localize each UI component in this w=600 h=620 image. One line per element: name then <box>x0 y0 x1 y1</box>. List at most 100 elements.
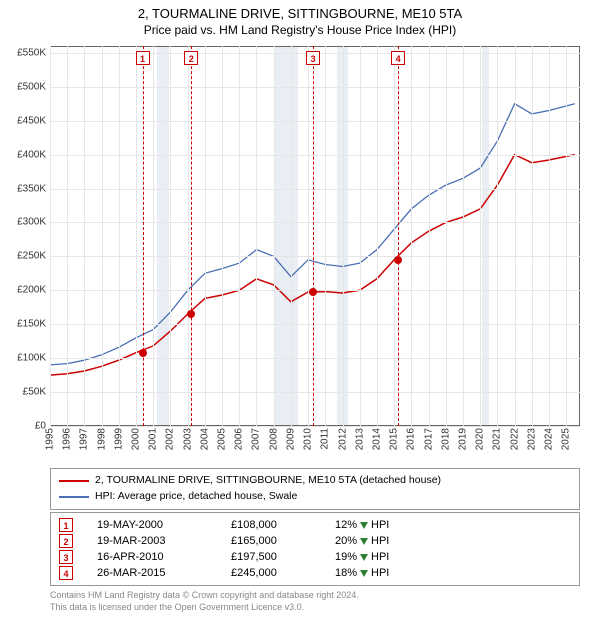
legend-row: 2, TOURMALINE DRIVE, SITTINGBOURNE, ME10… <box>59 473 571 489</box>
title-block: 2, TOURMALINE DRIVE, SITTINGBOURNE, ME10… <box>0 0 600 38</box>
gridline-vertical <box>497 46 498 426</box>
x-axis-label: 2007 <box>251 428 262 450</box>
plot-region: 1 2 3 4 <box>50 46 580 426</box>
x-axis-label: 2020 <box>475 428 486 450</box>
chart-container: 2, TOURMALINE DRIVE, SITTINGBOURNE, ME10… <box>0 0 600 620</box>
sale-row: 3 16-APR-2010 £197,500 19% HPI <box>59 549 571 565</box>
x-axis-label: 2005 <box>217 428 228 450</box>
x-axis-label: 2016 <box>406 428 417 450</box>
gridline-vertical <box>394 46 395 426</box>
y-axis-label: £300K <box>17 217 46 228</box>
x-axis-label: 2010 <box>303 428 314 450</box>
gridline-vertical <box>549 46 550 426</box>
gridline-vertical <box>222 46 223 426</box>
gridline-vertical <box>256 46 257 426</box>
sale-price: £197,500 <box>231 551 311 563</box>
gridline-vertical <box>102 46 103 426</box>
y-axis-label: £450K <box>17 115 46 126</box>
sale-diff-vs: HPI <box>371 551 389 563</box>
y-axis-label: £500K <box>17 81 46 92</box>
sale-price: £165,000 <box>231 535 311 547</box>
gridline-vertical <box>119 46 120 426</box>
y-axis-label: £100K <box>17 353 46 364</box>
y-axis-label: £200K <box>17 285 46 296</box>
sale-vertical-line <box>313 46 314 426</box>
x-axis-label: 2012 <box>337 428 348 450</box>
gridline-vertical <box>308 46 309 426</box>
sale-row: 119-MAY-2000£108,00012%HPI <box>59 517 571 533</box>
sale-dot <box>139 349 147 357</box>
gridline-vertical <box>205 46 206 426</box>
sale-diff-vs: HPI <box>371 535 389 547</box>
x-axis-label: 2000 <box>131 428 142 450</box>
gridline-vertical <box>50 46 51 426</box>
sale-diff: 12% HPI <box>335 519 425 531</box>
gridline-horizontal <box>50 358 580 359</box>
sale-index-box: 2 <box>59 534 73 548</box>
x-axis-label: 1996 <box>62 428 73 450</box>
gridline-vertical <box>411 46 412 426</box>
gridline-vertical <box>566 46 567 426</box>
sale-diff-pct: 20% <box>335 535 357 547</box>
sale-marker-box: 1 <box>136 51 150 65</box>
gridline-vertical <box>325 46 326 426</box>
legend-row: HPI: Average price, detached house, Swal… <box>59 489 571 505</box>
gridline-vertical <box>188 46 189 426</box>
sale-marker-box: 3 <box>306 51 320 65</box>
arrow-down-icon <box>360 554 368 561</box>
gridline-vertical <box>377 46 378 426</box>
gridline-vertical <box>515 46 516 426</box>
chart-lines-svg <box>50 46 580 426</box>
sale-marker-box: 2 <box>184 51 198 65</box>
x-axis-label: 2006 <box>234 428 245 450</box>
y-axis-label: £250K <box>17 251 46 262</box>
gridline-vertical <box>360 46 361 426</box>
legend-swatch <box>59 496 89 498</box>
sale-diff-pct: 12% <box>335 519 357 531</box>
legend-label: HPI: Average price, detached house, Swal… <box>95 489 297 505</box>
sale-row: 2 19-MAR-2003 £165,000 20% HPI <box>59 533 571 549</box>
sale-index-box: 3 <box>59 550 73 564</box>
sale-diff: 19% HPI <box>335 551 425 563</box>
x-axis-label: 1997 <box>79 428 90 450</box>
sale-date: 16-APR-2010 <box>97 551 207 563</box>
sale-dot <box>187 310 195 318</box>
y-axis-label: £400K <box>17 149 46 160</box>
sale-marker-box: 4 <box>391 51 405 65</box>
gridline-vertical <box>343 46 344 426</box>
legend-box: 2, TOURMALINE DRIVE, SITTINGBOURNE, ME10… <box>50 468 580 510</box>
arrow-down-icon <box>360 522 368 529</box>
x-axis-label: 2015 <box>389 428 400 450</box>
sale-vertical-line <box>398 46 399 426</box>
gridline-vertical <box>429 46 430 426</box>
sale-date: 26-MAR-2015 <box>97 567 207 579</box>
gridline-horizontal <box>50 392 580 393</box>
gridline-vertical <box>291 46 292 426</box>
gridline-horizontal <box>50 189 580 190</box>
sale-diff-pct: 19% <box>335 551 357 563</box>
gridline-vertical <box>153 46 154 426</box>
sale-vertical-line <box>143 46 144 426</box>
sale-index-box: 1 <box>59 518 73 532</box>
gridline-vertical <box>136 46 137 426</box>
gridline-vertical <box>84 46 85 426</box>
x-axis-label: 2022 <box>509 428 520 450</box>
x-axis-label: 1998 <box>96 428 107 450</box>
sales-table: 119-MAY-2000£108,00012%HPI219-MAR-2003£1… <box>50 512 580 586</box>
sale-diff: 18%HPI <box>335 567 425 579</box>
y-axis-label: £50K <box>23 387 46 398</box>
gridline-horizontal <box>50 121 580 122</box>
x-axis-label: 1995 <box>45 428 56 450</box>
sale-vertical-line <box>191 46 192 426</box>
gridline-vertical <box>446 46 447 426</box>
gridline-horizontal <box>50 155 580 156</box>
sale-diff-vs: HPI <box>371 519 389 531</box>
x-axis-label: 2014 <box>371 428 382 450</box>
title-address: 2, TOURMALINE DRIVE, SITTINGBOURNE, ME10… <box>0 6 600 23</box>
gridline-vertical <box>67 46 68 426</box>
sale-date: 19-MAR-2003 <box>97 535 207 547</box>
title-subtitle: Price paid vs. HM Land Registry's House … <box>0 23 600 39</box>
sale-diff-pct: 18% <box>335 567 357 579</box>
arrow-down-icon <box>360 570 368 577</box>
gridline-horizontal <box>50 426 580 427</box>
